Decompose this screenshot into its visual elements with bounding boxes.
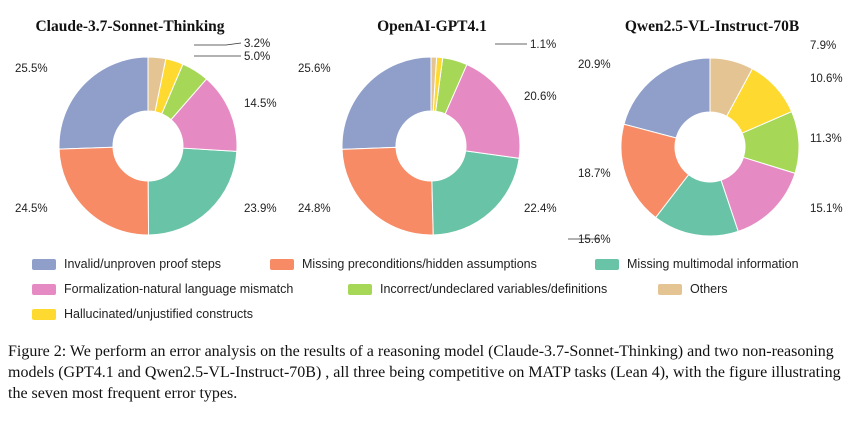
- legend-swatch: [270, 258, 294, 270]
- legend-swatch: [348, 283, 372, 295]
- donut-2-slice-6: [709, 57, 754, 117]
- legend-item-others: Others: [658, 282, 728, 296]
- chart-title-gpt41: OpenAI-GPT4.1: [377, 18, 487, 35]
- chart-title-qwen: Qwen2.5-VL-Instruct-70B: [624, 18, 800, 35]
- donut-1-slice-1: [341, 146, 434, 236]
- legend-swatch: [32, 283, 56, 295]
- legend-item-missing-preconditions: Missing preconditions/hidden assumptions: [270, 257, 537, 271]
- donut-2: 20.9% 18.7% 15.6% 15.1% 11.3% 10.6% 7.9%: [568, 40, 843, 246]
- donut-1-label-5: 1.1%: [530, 39, 556, 51]
- donut-0-label-4: 5.0%: [244, 51, 270, 63]
- legend-label: Hallucinated/unjustified constructs: [64, 307, 253, 321]
- donut-1-label-2: 22.4%: [524, 203, 557, 215]
- donut-0-slice-0: [58, 56, 149, 150]
- donut-2-slice-1: [620, 123, 690, 219]
- donut-0: 25.5% 24.5% 23.9% 14.5% 5.0%3.2%: [15, 38, 277, 236]
- donut-0-slice-1: [58, 146, 150, 236]
- legend-item-invalid-proof-steps: Invalid/unproven proof steps: [32, 257, 221, 271]
- donut-1-slice-0: [341, 56, 432, 150]
- donut-0-label-1: 24.5%: [15, 203, 48, 215]
- legend-item-incorrect-variables: Incorrect/undeclared variables/definitio…: [348, 282, 607, 296]
- legend-item-hallucinated-constructs: Hallucinated/unjustified constructs: [32, 307, 253, 321]
- legend-swatch: [658, 283, 682, 295]
- legend-label: Formalization-natural language mismatch: [64, 282, 294, 296]
- donut-2-label-3: 15.1%: [810, 203, 843, 215]
- donut-2-label-0: 20.9%: [578, 59, 611, 71]
- donut-2-label-5: 10.6%: [810, 73, 843, 85]
- legend-label: Others: [690, 282, 728, 296]
- donut-1-label-0: 25.6%: [298, 63, 331, 75]
- donut-1-slice-2: [431, 150, 520, 236]
- legend-label: Missing multimodal information: [627, 257, 799, 271]
- legend-swatch: [595, 258, 619, 270]
- legend-label: Incorrect/undeclared variables/definitio…: [380, 282, 608, 296]
- donut-2-slice-2: [655, 174, 739, 237]
- chart-title-claude: Claude-3.7-Sonnet-Thinking: [35, 18, 225, 35]
- donut-1-label-3: 20.6%: [524, 91, 557, 103]
- donut-2-label-4: 11.3%: [810, 133, 842, 145]
- donut-1-slice-3: [444, 63, 521, 159]
- donut-1-slice-6: [430, 56, 438, 112]
- donut-0-label-2: 23.9%: [244, 203, 277, 215]
- legend-label: Invalid/unproven proof steps: [64, 257, 222, 271]
- donut-1-label-1: 24.8%: [298, 203, 331, 215]
- figure-caption: Figure 2: We perform an error analysis o…: [8, 343, 841, 402]
- donut-2-label-6: 7.9%: [810, 40, 836, 52]
- donut-2-label-2: 15.6%: [578, 234, 611, 246]
- donut-charts: 25.5% 24.5% 23.9% 14.5% 5.0%3.2% 25.6% 24.8% 22…: [15, 38, 843, 246]
- donut-1: 25.6% 24.8% 22.4% 20.6% 1.1%: [298, 39, 557, 236]
- donut-0-slice-6: [147, 56, 167, 113]
- donut-0-label-3: 14.5%: [244, 98, 277, 110]
- donut-0-label-5: 3.2%: [244, 38, 270, 50]
- donut-2-label-1: 18.7%: [578, 168, 611, 180]
- donut-0-leader-5: [194, 42, 242, 46]
- donut-0-slice-2: [147, 147, 238, 236]
- donut-0-label-0: 25.5%: [15, 63, 48, 75]
- legend-swatch: [32, 308, 56, 320]
- legend-swatch: [32, 258, 56, 270]
- donut-2-slice-0: [623, 57, 711, 139]
- legend-item-missing-multimodal: Missing multimodal information: [595, 257, 799, 271]
- legend-item-formalization-mismatch: Formalization-natural language mismatch: [32, 282, 293, 296]
- legend-label: Missing preconditions/hidden assumptions: [302, 257, 537, 271]
